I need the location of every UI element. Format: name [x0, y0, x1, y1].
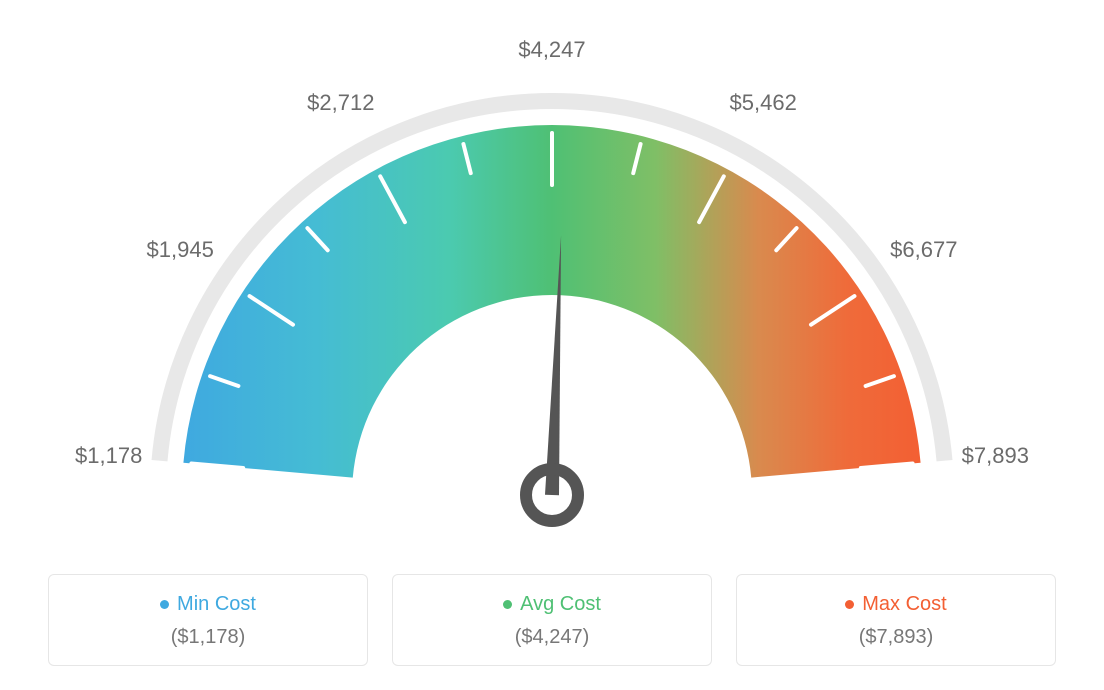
max-cost-card: Max Cost ($7,893): [736, 574, 1056, 666]
summary-cards: Min Cost ($1,178) Avg Cost ($4,247) Max …: [48, 574, 1056, 666]
scale-label: $7,893: [962, 443, 1029, 469]
min-cost-card: Min Cost ($1,178): [48, 574, 368, 666]
avg-cost-value: ($4,247): [403, 626, 701, 649]
max-cost-value: ($7,893): [747, 626, 1045, 649]
avg-cost-label: Avg Cost: [520, 593, 601, 616]
scale-label: $1,945: [147, 237, 214, 263]
avg-cost-card: Avg Cost ($4,247): [392, 574, 712, 666]
dot-icon: [503, 600, 512, 609]
scale-label: $5,462: [730, 90, 797, 116]
dot-icon: [845, 600, 854, 609]
max-cost-title: Max Cost: [845, 593, 946, 616]
min-cost-value: ($1,178): [59, 626, 357, 649]
min-cost-label: Min Cost: [177, 593, 256, 616]
scale-label: $1,178: [75, 443, 142, 469]
scale-label: $4,247: [518, 37, 585, 63]
max-cost-label: Max Cost: [862, 593, 946, 616]
min-cost-title: Min Cost: [160, 593, 256, 616]
scale-label: $2,712: [307, 90, 374, 116]
avg-cost-title: Avg Cost: [503, 593, 601, 616]
gauge-chart: $1,178 $1,945 $2,712 $4,247 $5,462 $6,677 $7,8…: [0, 0, 1104, 560]
dot-icon: [160, 600, 169, 609]
cost-gauge-widget: $1,178 $1,945 $2,712 $4,247 $5,462 $6,677 $7,8…: [0, 0, 1104, 690]
scale-label: $6,677: [890, 237, 957, 263]
gauge-svg: [0, 0, 1104, 560]
